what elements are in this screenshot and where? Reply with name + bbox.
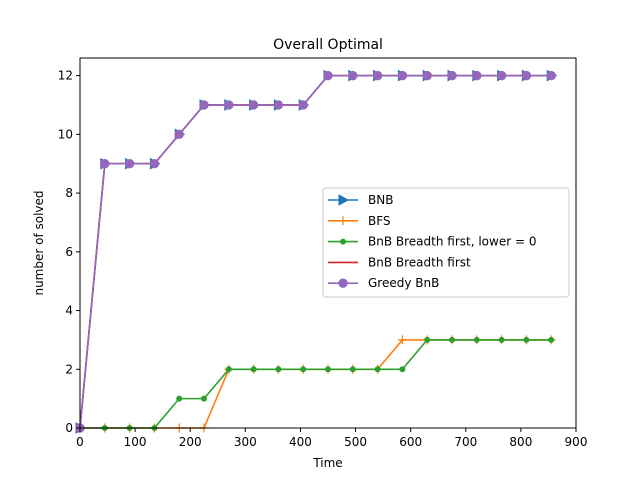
legend-marker: [338, 194, 350, 206]
data-point: [124, 159, 135, 169]
legend-item: Greedy BnB: [328, 276, 439, 290]
data-point: [521, 70, 532, 81]
legend-item: BnB Breadth first, lower = 0: [328, 235, 536, 249]
x-axis: 0 100 200 300 400 500 600 700 800 900: [76, 428, 587, 449]
x-tick-label: 0: [76, 435, 84, 449]
data-point: [397, 70, 408, 81]
data-point: [174, 129, 184, 140]
data-point: [325, 366, 331, 373]
legend-label: BnB Breadth first: [368, 255, 471, 269]
x-tick-label: 700: [454, 435, 477, 449]
data-point: [199, 100, 209, 110]
legend-label: BnB Breadth first, lower = 0: [368, 235, 536, 249]
data-point: [149, 159, 160, 169]
y-tick-label: 6: [65, 245, 73, 259]
data-point: [399, 366, 406, 373]
data-point: [424, 336, 431, 343]
data-point: [449, 336, 455, 343]
x-tick-label: 800: [509, 435, 532, 449]
x-tick-label: 300: [234, 435, 257, 449]
data-point: [349, 366, 356, 373]
data-point: [176, 395, 183, 402]
y-tick-label: 8: [65, 186, 73, 200]
legend-item: BFS: [328, 214, 391, 228]
y-tick-label: 4: [65, 304, 73, 318]
legend-label: Greedy BnB: [368, 276, 439, 290]
x-tick-label: 400: [289, 435, 312, 449]
data-point: [348, 70, 358, 81]
data-point: [498, 336, 505, 343]
data-point: [275, 366, 282, 373]
data-point: [248, 100, 259, 110]
legend: BNB BFS BnB Breadth first, lower = 0 BnB Br…: [322, 187, 570, 298]
legend-frame: [322, 187, 570, 298]
data-point: [548, 336, 555, 343]
x-tick-label: 100: [124, 435, 147, 449]
data-point: [300, 366, 307, 373]
legend-marker: [340, 238, 346, 245]
data-point: [224, 100, 234, 110]
data-point: [323, 70, 333, 81]
data-point: [422, 70, 432, 81]
y-tick-label: 2: [65, 362, 73, 376]
data-point: [100, 159, 110, 169]
series-2: [77, 336, 555, 431]
data-point: [523, 336, 530, 343]
legend-marker: [338, 278, 348, 288]
axes-frame: [79, 57, 577, 429]
series-4: [75, 70, 556, 433]
y-tick-label: 0: [65, 421, 73, 435]
y-axis: 0 2 4 6 8 10 12: [58, 69, 80, 435]
data-point: [472, 70, 482, 81]
y-axis-label: number of solved: [32, 190, 46, 295]
series-line: [80, 339, 552, 429]
legend-item: BNB: [328, 193, 393, 207]
data-point: [225, 366, 232, 373]
x-tick-label: 200: [179, 435, 202, 449]
y-tick-label: 12: [58, 69, 73, 83]
legend-marker: [338, 216, 348, 226]
data-point: [372, 70, 383, 81]
data-point: [273, 100, 284, 110]
legend-item: BnB Breadth first: [328, 255, 471, 269]
data-point: [250, 366, 257, 373]
legend-label: BNB: [368, 193, 393, 207]
data-point: [397, 335, 407, 345]
x-tick-label: 600: [399, 435, 422, 449]
data-point: [374, 366, 381, 373]
data-point: [298, 100, 308, 110]
data-point: [496, 70, 507, 81]
data-point: [201, 395, 207, 402]
x-axis-label: Time: [312, 456, 342, 470]
x-tick-label: 900: [565, 435, 588, 449]
legend-label: BFS: [368, 214, 391, 228]
y-tick-label: 10: [58, 127, 73, 141]
x-tick-label: 500: [344, 435, 367, 449]
series-line: [80, 339, 552, 429]
series-1: [75, 335, 556, 433]
data-point: [447, 70, 457, 81]
data-point: [473, 336, 480, 343]
data-point: [546, 70, 556, 81]
chart-title: Overall Optimal: [273, 37, 383, 53]
